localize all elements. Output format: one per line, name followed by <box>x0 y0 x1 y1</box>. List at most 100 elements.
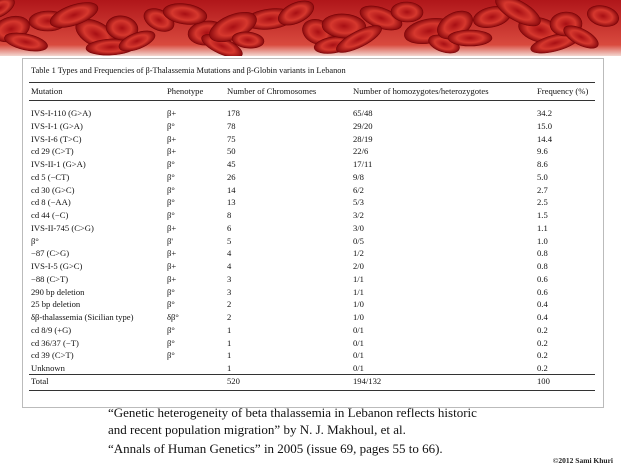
table-cell: δβ-thalassemia (Sicilian type) <box>31 312 133 322</box>
table-cell: β° <box>167 325 175 335</box>
table-cell: 1 <box>227 363 231 373</box>
table-cell: 1 <box>227 325 231 335</box>
table-cell: 2.5 <box>537 197 548 207</box>
table-cell: 25 bp deletion <box>31 299 80 309</box>
column-header: Number of homozygotes/heterozygotes <box>353 86 489 96</box>
table-title: Table 1 Types and Frequencies of β-Thala… <box>31 66 346 75</box>
table-cell: 3/2 <box>353 210 364 220</box>
table-cell: 520 <box>227 376 240 386</box>
table-cell: β+ <box>167 223 176 233</box>
table-cell: β° <box>167 172 175 182</box>
citation-line: “Genetic heterogeneity of beta thalassem… <box>108 405 477 421</box>
table-cell: 1/2 <box>353 248 364 258</box>
table-cell: 0.4 <box>537 312 548 322</box>
table: Table 1 Types and Frequencies of β-Thala… <box>22 58 604 408</box>
table-cell: 0/1 <box>353 338 364 348</box>
table-cell: 0/1 <box>353 325 364 335</box>
table-cell: 2/0 <box>353 261 364 271</box>
table-rule <box>29 390 595 391</box>
table-cell: Total <box>31 376 49 386</box>
column-header: Mutation <box>31 86 63 96</box>
table-cell: −87 (C>G) <box>31 248 69 258</box>
table-cell: β+ <box>167 146 176 156</box>
table-cell: β° <box>167 299 175 309</box>
page: {"table": { "title": "Table 1 Types and … <box>0 0 621 466</box>
table-cell: 2 <box>227 299 231 309</box>
table-cell: 5.0 <box>537 172 548 182</box>
table-cell: 26 <box>227 172 236 182</box>
table-cell: IVS-I-6 (T>C) <box>31 134 81 144</box>
table-cell: β+ <box>167 274 176 284</box>
table-cell: 5/3 <box>353 197 364 207</box>
table-rule <box>29 374 595 375</box>
table-cell: β+ <box>167 108 176 118</box>
table-cell: 0.2 <box>537 325 548 335</box>
table-cell: IVS-II-745 (C>G) <box>31 223 94 233</box>
table-cell: cd 36/37 (−T) <box>31 338 79 348</box>
table-cell: 65/48 <box>353 108 373 118</box>
table-cell: β° <box>167 121 175 131</box>
blood-cell-banner <box>0 0 621 56</box>
table-cell: 0/1 <box>353 350 364 360</box>
table-cell: 4 <box>227 261 231 271</box>
table-cell: 34.2 <box>537 108 552 118</box>
table-cell: β° <box>167 210 175 220</box>
table-cell: IVS-II-1 (G>A) <box>31 159 86 169</box>
table-cell: 75 <box>227 134 236 144</box>
table-cell: 290 bp deletion <box>31 287 84 297</box>
table-cell: 29/20 <box>353 121 373 131</box>
table-cell: 45 <box>227 159 236 169</box>
table-cell: 14 <box>227 185 236 195</box>
column-header: Frequency (%) <box>537 86 588 96</box>
table-cell: cd 39 (C>T) <box>31 350 74 360</box>
column-header: Phenotype <box>167 86 203 96</box>
table-rule <box>29 82 595 83</box>
table-cell: 9/8 <box>353 172 364 182</box>
table-cell: IVS-I-110 (G>A) <box>31 108 91 118</box>
copyright: ©2012 Sami Khuri <box>553 456 613 465</box>
blood-cell <box>448 30 492 46</box>
table-cell: β+ <box>167 248 176 258</box>
table-cell: β° <box>167 350 175 360</box>
table-cell: 6 <box>227 223 231 233</box>
table-cell: β° <box>167 159 175 169</box>
table-cell: 6/2 <box>353 185 364 195</box>
table-cell: cd 29 (C>T) <box>31 146 74 156</box>
table-cell: 2 <box>227 312 231 322</box>
table-cell: 1/0 <box>353 299 364 309</box>
table-cell: IVS-I-1 (G>A) <box>31 121 83 131</box>
table-rule <box>29 100 595 101</box>
table-cell: 3 <box>227 287 231 297</box>
table-cell: 15.0 <box>537 121 552 131</box>
table-cell: 1 <box>227 338 231 348</box>
table-cell: 8 <box>227 210 231 220</box>
table-cell: 13 <box>227 197 236 207</box>
table-cell: β° <box>31 236 39 246</box>
table-cell: β° <box>167 287 175 297</box>
table-cell: 0.8 <box>537 261 548 271</box>
table-cell: β' <box>167 236 173 246</box>
table-cell: Unknown <box>31 363 65 373</box>
citation-line: “Annals of Human Genetics” in 2005 (issu… <box>108 441 443 457</box>
column-header: Number of Chromosomes <box>227 86 316 96</box>
table-cell: 17/11 <box>353 159 372 169</box>
table-cell: cd 8 (−AA) <box>31 197 71 207</box>
table-cell: 4 <box>227 248 231 258</box>
table-cell: 194/132 <box>353 376 381 386</box>
table-cell: cd 8/9 (+G) <box>31 325 71 335</box>
table-cell: 0.6 <box>537 287 548 297</box>
table-cell: 8.6 <box>537 159 548 169</box>
table-cell: −88 (C>T) <box>31 274 68 284</box>
table-cell: 2.7 <box>537 185 548 195</box>
table-cell: 0.6 <box>537 274 548 284</box>
table-cell: 5 <box>227 236 231 246</box>
table-cell: 1/0 <box>353 312 364 322</box>
table-cell: δβ° <box>167 312 179 322</box>
table-cell: β° <box>167 338 175 348</box>
table-cell: 50 <box>227 146 236 156</box>
table-cell: 1/1 <box>353 274 364 284</box>
table-cell: 3 <box>227 274 231 284</box>
table-cell: 22/6 <box>353 146 368 156</box>
table-cell: 0.2 <box>537 350 548 360</box>
table-cell: 28/19 <box>353 134 373 144</box>
